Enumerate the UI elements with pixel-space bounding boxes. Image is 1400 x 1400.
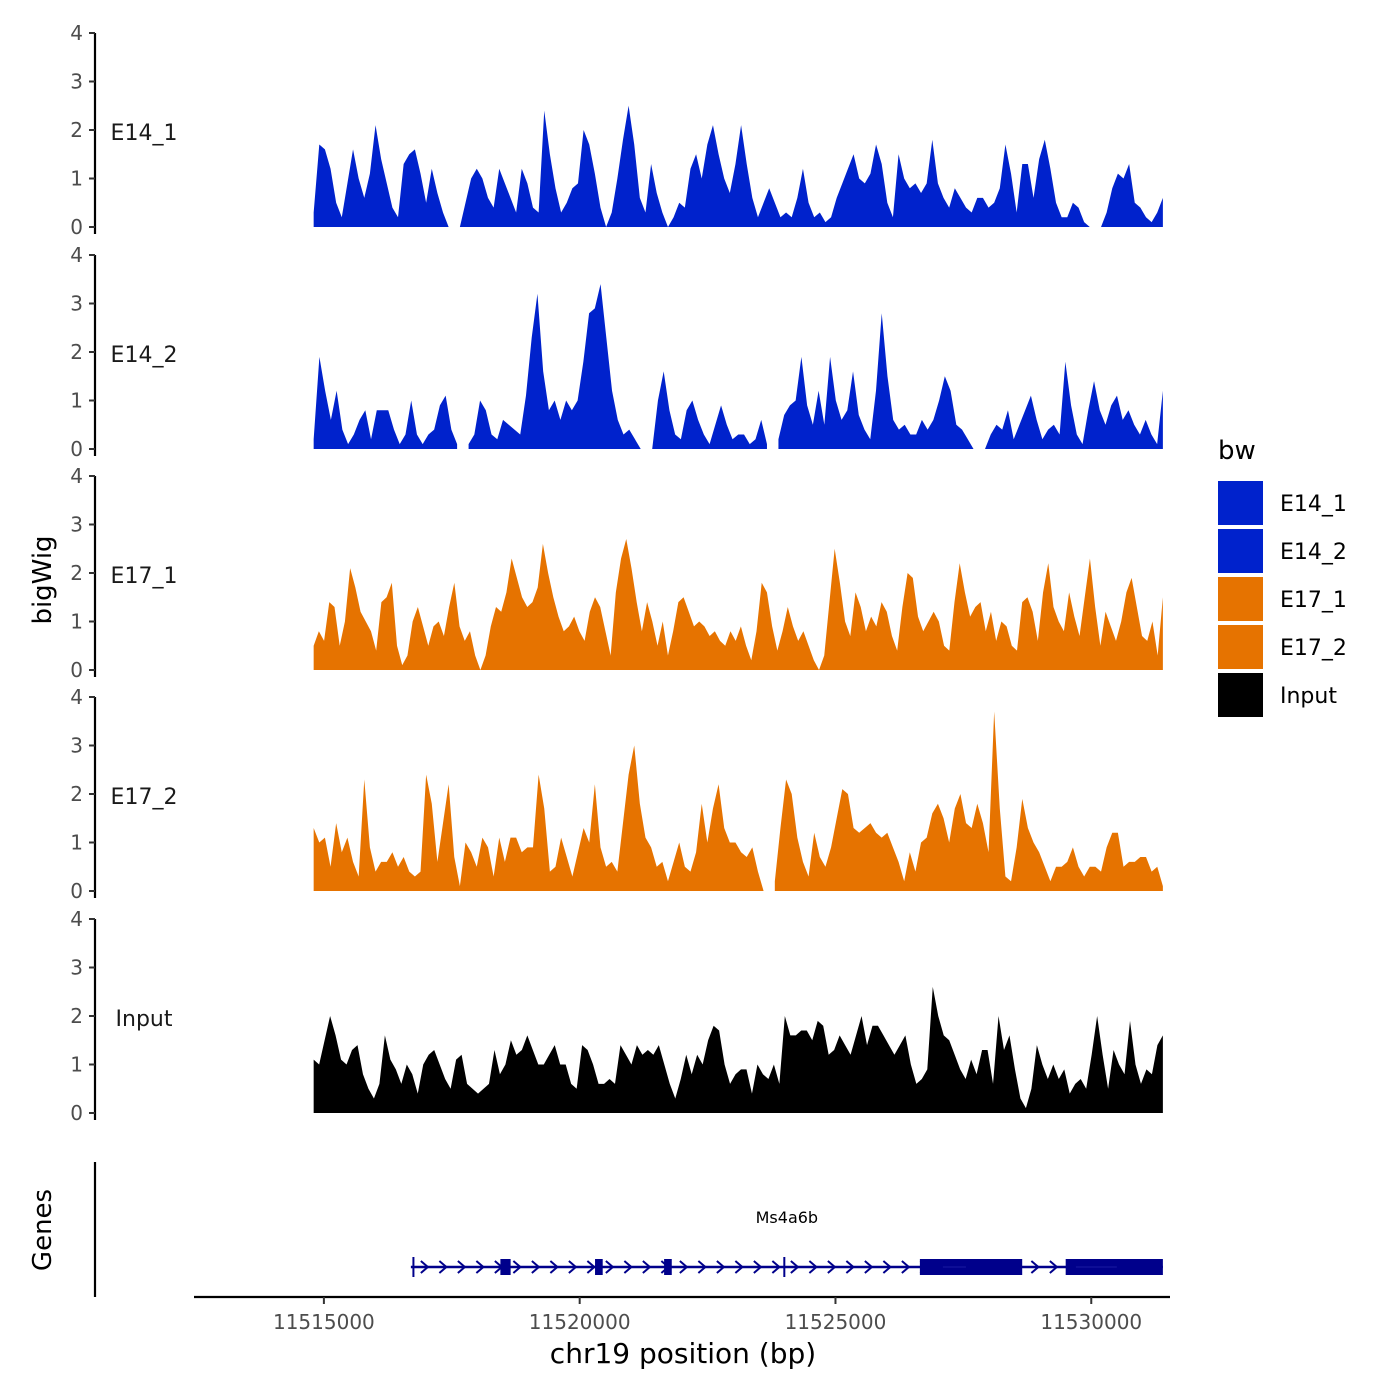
area-E17_2 <box>313 711 1163 891</box>
y-tick-label: 0 <box>70 215 83 239</box>
x-tick-label: 11520000 <box>529 1310 631 1334</box>
legend-label-Input: Input <box>1280 684 1337 709</box>
legend-swatch-E14_2 <box>1218 529 1263 573</box>
area-E14_2 <box>313 284 1163 449</box>
strand-chevron <box>605 1260 615 1274</box>
strand-chevron <box>1049 1260 1059 1274</box>
strand-chevron <box>808 1260 818 1274</box>
legend: bw E14_1 E14_2 E17_1 E17_2 Input <box>1218 436 1347 717</box>
y-tick-label: 3 <box>70 292 83 316</box>
strand-chevron <box>642 1260 652 1274</box>
y-tick-label: 2 <box>70 340 83 364</box>
strand-chevron <box>845 1260 855 1274</box>
y-tick-label: 1 <box>70 389 83 413</box>
track-label-Input: Input <box>116 1007 173 1032</box>
gene-exon <box>919 1259 1023 1275</box>
legend-title: bw <box>1218 436 1256 466</box>
strand-chevron <box>531 1260 541 1274</box>
y-tick-label: 0 <box>70 879 83 903</box>
strand-chevron <box>697 1260 707 1274</box>
strand-chevron <box>549 1260 559 1274</box>
area-Input <box>313 986 1163 1113</box>
y-tick-label: 2 <box>70 1004 83 1028</box>
y-tick-label: 0 <box>70 658 83 682</box>
genes-panel: Genes Ms4a6b <box>28 1162 1163 1297</box>
strand-chevron <box>864 1260 874 1274</box>
legend-swatch-E14_1 <box>1218 481 1263 525</box>
strand-chevron <box>568 1260 578 1274</box>
strand-chevron <box>475 1260 485 1274</box>
y-tick-label: 1 <box>70 167 83 191</box>
strand-chevron <box>827 1260 837 1274</box>
y-tick-label: 0 <box>70 1101 83 1125</box>
x-axis: 11515000 11520000 11525000 11530000 <box>194 1295 1170 1334</box>
y-tick-label: 4 <box>70 21 83 45</box>
y-tick-label: 3 <box>70 734 83 758</box>
x-tick-label: 11525000 <box>785 1310 887 1334</box>
track-label-E17_2: E17_2 <box>111 785 178 810</box>
gene-exon <box>664 1259 672 1275</box>
gene-exon <box>595 1259 603 1275</box>
y-tick-label: 1 <box>70 831 83 855</box>
track-E14_1: 0 1 2 3 4 E14_1 <box>70 21 1163 239</box>
y-tick-label: 1 <box>70 610 83 634</box>
y-tick-label: 2 <box>70 118 83 142</box>
legend-label-E14_2: E14_2 <box>1280 540 1347 565</box>
legend-label-E17_1: E17_1 <box>1280 588 1347 613</box>
legend-swatch-E17_2 <box>1218 625 1263 669</box>
y-tick-label: 4 <box>70 907 83 931</box>
area-E17_1 <box>313 539 1163 670</box>
y-tick-label: 0 <box>70 437 83 461</box>
strand-chevron <box>901 1260 911 1274</box>
legend-label-E14_1: E14_1 <box>1280 492 1347 517</box>
legend-swatch-E17_1 <box>1218 577 1263 621</box>
strand-chevron <box>457 1260 467 1274</box>
strand-chevron <box>438 1260 448 1274</box>
y-tick-label: 4 <box>70 464 83 488</box>
strand-chevron <box>512 1260 522 1274</box>
y-tick-label: 3 <box>70 513 83 537</box>
strand-chevron <box>882 1260 892 1274</box>
area-E14_1 <box>313 105 1163 227</box>
track-E17_2: 0 1 2 3 4 E17_2 <box>70 685 1163 903</box>
y-tick-label: 3 <box>70 70 83 94</box>
legend-swatch-Input <box>1218 673 1263 717</box>
genes-track-label: Genes <box>28 1189 58 1271</box>
y-tick-label: 4 <box>70 243 83 267</box>
track-label-E17_1: E17_1 <box>111 564 178 589</box>
track-E17_1: 0 1 2 3 4 E17_1 <box>70 464 1163 682</box>
strand-chevron <box>586 1260 596 1274</box>
strand-chevron <box>734 1260 744 1274</box>
track-label-E14_2: E14_2 <box>111 343 178 368</box>
y-tick-label: 2 <box>70 561 83 585</box>
strand-chevron <box>679 1260 689 1274</box>
track-Input: 0 1 2 3 4 Input <box>70 907 1163 1125</box>
legend-label-E17_2: E17_2 <box>1280 636 1347 661</box>
track-E14_2: 0 1 2 3 4 E14_2 <box>70 243 1163 461</box>
y-tick-label: 1 <box>70 1053 83 1077</box>
gene-exon <box>500 1259 511 1275</box>
y-axis-title: bigWig <box>28 535 58 624</box>
strand-chevron <box>716 1260 726 1274</box>
track-label-E14_1: E14_1 <box>111 121 178 146</box>
tracks-group: 0 1 2 3 4 E14_1 0 1 2 3 4 E14_2 0 1 2 3 4 E17_1 0 1 2 3 4 E17_2… <box>70 21 1163 1125</box>
y-tick-label: 4 <box>70 685 83 709</box>
y-tick-label: 2 <box>70 782 83 806</box>
strand-chevron <box>753 1260 763 1274</box>
x-tick-label: 11515000 <box>273 1310 375 1334</box>
x-tick-label: 11530000 <box>1040 1310 1142 1334</box>
strand-chevron <box>790 1260 800 1274</box>
strand-chevron <box>1030 1260 1040 1274</box>
strand-chevron <box>771 1260 781 1274</box>
strand-chevron <box>420 1260 430 1274</box>
strand-chevron <box>623 1260 633 1274</box>
y-tick-label: 3 <box>70 956 83 980</box>
x-axis-title: chr19 position (bp) <box>550 1337 816 1370</box>
gene-name-label: Ms4a6b <box>756 1208 818 1227</box>
